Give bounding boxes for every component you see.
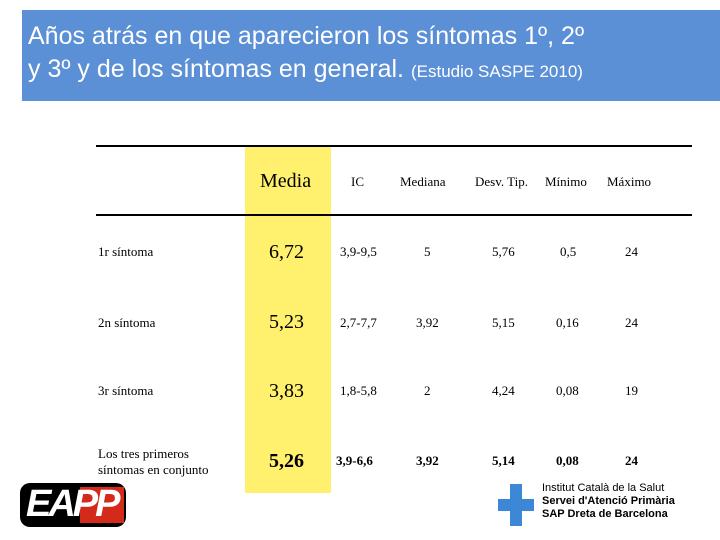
row4-desv: 5,14 (492, 453, 515, 468)
row3-desv: 4,24 (492, 383, 515, 398)
row2-mediana: 3,92 (416, 315, 439, 330)
row-label-1: 1r síntoma (98, 244, 154, 259)
header-mediana: Mediana (400, 174, 446, 189)
header-minimo: Mínimo (545, 174, 587, 189)
title-line-2: y 3º y de los síntomas en general. (Estu… (28, 55, 583, 83)
eapp-logo: EAPP (20, 483, 126, 527)
header-ic: IC (351, 174, 364, 189)
row1-media: 6,72 (269, 241, 304, 263)
slide-title: Años atrás en que aparecieron los síntom… (28, 20, 708, 88)
header-maximo: Máximo (607, 174, 652, 189)
row3-min: 0,08 (556, 383, 579, 398)
title-line-1: Años atrás en que aparecieron los síntom… (28, 22, 585, 50)
table-top-rule (96, 145, 692, 147)
row2-media: 5,23 (269, 311, 304, 333)
table-header-rule (96, 214, 692, 216)
row4-media: 5,26 (269, 450, 304, 472)
row3-max: 19 (625, 383, 638, 398)
header-desv-tip: Desv. Tip. (475, 174, 528, 189)
row4-max: 24 (625, 453, 638, 468)
header-media: Media (260, 170, 312, 192)
row2-min: 0,16 (556, 315, 579, 330)
row-label-2: 2n síntoma (98, 315, 156, 330)
row3-media: 3,83 (269, 380, 304, 402)
logo-red-block-1 (80, 487, 102, 523)
row1-ic: 3,9-9,5 (340, 244, 377, 259)
row2-ic: 2,7-7,7 (340, 315, 377, 330)
row4-ic: 3,9-6,6 (336, 453, 373, 468)
row1-mediana: 5 (424, 244, 431, 259)
media-column-highlight (245, 147, 331, 493)
institution-line-3: SAP Dreta de Barcelona (542, 508, 668, 520)
logo-text: EAPP (26, 483, 121, 525)
institution-line-1: Institut Català de la Salut (542, 482, 665, 494)
row3-ic: 1,8-5,8 (340, 383, 377, 398)
row1-desv: 5,76 (492, 244, 515, 259)
row1-min: 0,5 (560, 244, 577, 259)
row3-mediana: 2 (424, 383, 431, 398)
row2-desv: 5,15 (492, 315, 515, 330)
row4-min: 0,08 (556, 453, 579, 468)
row-label-4: Los tres primeros síntomas en conjunto (98, 446, 209, 477)
ics-cross-icon-bar (498, 499, 534, 511)
row2-max: 24 (625, 315, 638, 330)
title-source: (Estudio SASPE 2010) (410, 62, 583, 81)
logo-red-block-2 (102, 487, 124, 523)
row4-mediana: 3,92 (416, 453, 439, 468)
row1-max: 24 (625, 244, 638, 259)
institution-info: Institut Català de la Salut Servei d'Ate… (542, 482, 675, 521)
row-label-3: 3r síntoma (98, 383, 154, 398)
institution-line-2: Servei d'Atenció Primària (542, 495, 675, 507)
title-banner (22, 10, 720, 101)
